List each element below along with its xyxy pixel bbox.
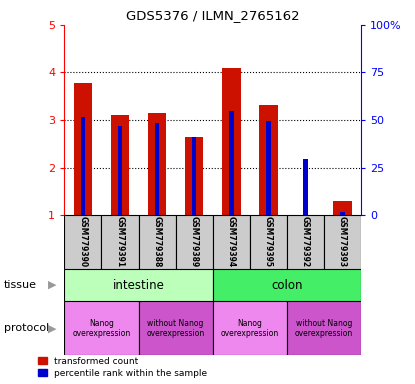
Bar [229,111,234,215]
Bar [340,212,345,215]
Bar [101,215,139,269]
Bar [139,215,176,269]
Bar [287,215,324,269]
Bar [117,126,122,215]
Bar [148,113,166,215]
Bar [266,121,271,215]
Text: GSM779390: GSM779390 [78,216,88,268]
Bar [192,137,196,215]
Text: GSM779389: GSM779389 [190,216,199,268]
Bar [155,123,159,215]
Bar [64,301,139,355]
Text: Nanog
overexpression: Nanog overexpression [72,319,131,338]
Text: GSM779391: GSM779391 [115,216,124,268]
Text: without Nanog
overexpression: without Nanog overexpression [295,319,353,338]
Text: GSM779388: GSM779388 [153,216,161,268]
Bar [64,215,101,269]
Bar [259,105,278,215]
Bar [213,269,361,301]
Bar [111,115,129,215]
Text: colon: colon [271,279,303,291]
Text: GSM779392: GSM779392 [301,216,310,268]
Text: GSM779394: GSM779394 [227,216,236,268]
Bar [213,301,287,355]
Bar [333,201,352,215]
Legend: transformed count, percentile rank within the sample: transformed count, percentile rank withi… [38,357,207,377]
Bar [287,301,361,355]
Bar [73,83,92,215]
Bar [64,269,213,301]
Bar [185,137,203,215]
Bar [176,215,213,269]
Text: protocol: protocol [4,323,49,333]
Text: ▶: ▶ [48,280,56,290]
Text: intestine: intestine [112,279,164,291]
Bar [250,215,287,269]
Text: ▶: ▶ [48,323,56,333]
Text: tissue: tissue [4,280,37,290]
Title: GDS5376 / ILMN_2765162: GDS5376 / ILMN_2765162 [126,9,300,22]
Bar [222,68,241,215]
Bar [324,215,361,269]
Bar [139,301,213,355]
Text: without Nanog
overexpression: without Nanog overexpression [146,319,205,338]
Text: GSM779395: GSM779395 [264,217,273,267]
Bar [81,117,85,215]
Bar [213,215,250,269]
Bar [303,159,308,215]
Text: GSM779393: GSM779393 [338,216,347,268]
Text: Nanog
overexpression: Nanog overexpression [221,319,279,338]
